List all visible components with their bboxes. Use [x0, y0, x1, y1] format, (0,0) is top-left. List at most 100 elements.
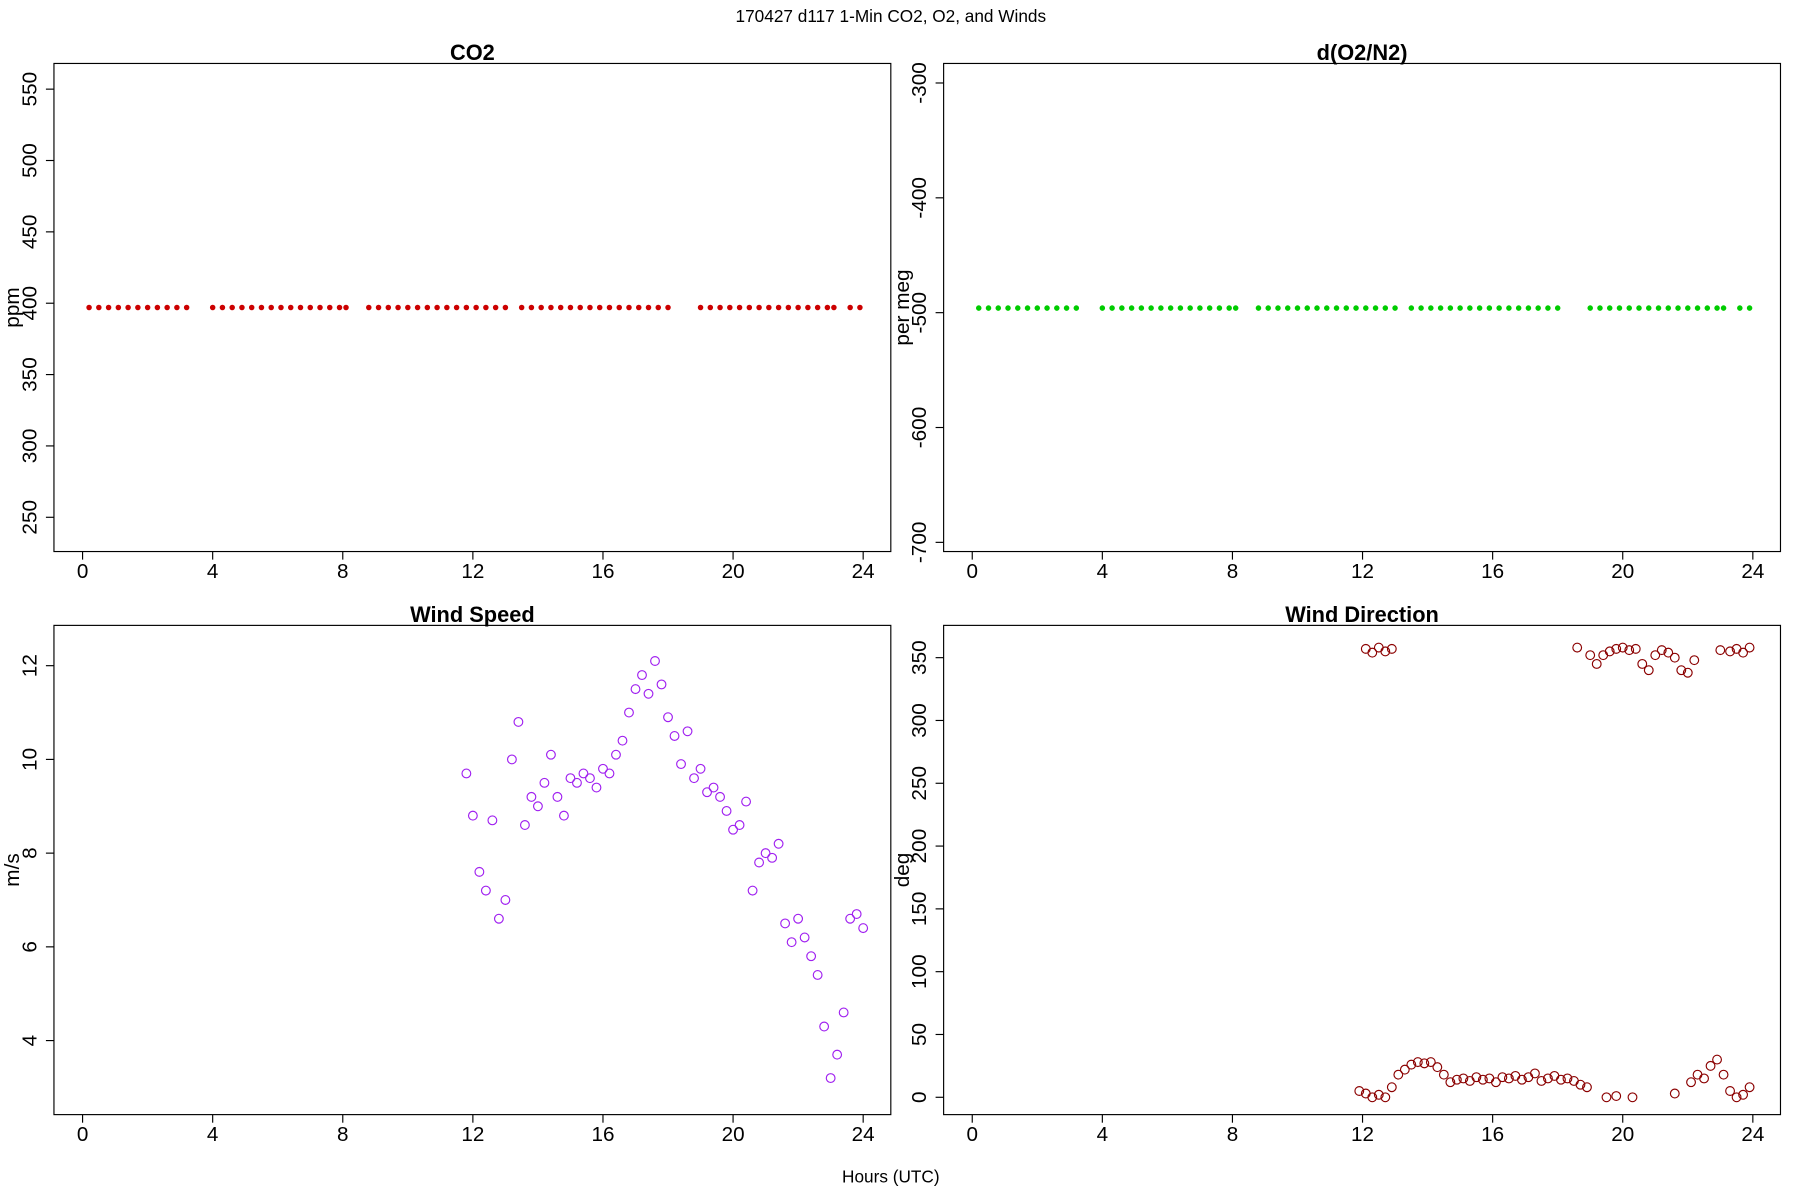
data-point	[1712, 1054, 1722, 1065]
data-point	[1737, 305, 1743, 311]
data-point	[1024, 305, 1031, 311]
x-tick-label: 0	[77, 1123, 88, 1146]
data-point	[637, 670, 647, 681]
data-point	[775, 304, 782, 311]
data-point	[676, 759, 686, 770]
data-point	[518, 304, 525, 311]
x-tick-label: 24	[1741, 1123, 1764, 1146]
data-point	[736, 304, 743, 311]
panel-title: Wind Speed	[410, 602, 535, 627]
data-point	[754, 857, 765, 868]
data-point	[463, 304, 470, 311]
data-point	[728, 824, 739, 835]
data-point	[1656, 645, 1667, 656]
data-point	[1412, 1057, 1423, 1068]
x-tick-label: 8	[1227, 560, 1238, 583]
data-point	[229, 304, 235, 311]
y-axis-label: m/s	[1, 853, 24, 886]
data-point	[1343, 305, 1350, 311]
data-point	[611, 749, 621, 760]
data-point	[598, 763, 608, 774]
data-point	[1177, 305, 1184, 311]
data-point	[1406, 1059, 1417, 1070]
data-point	[424, 304, 431, 311]
data-point	[1445, 1077, 1456, 1088]
data-point	[1650, 650, 1661, 661]
data-point	[258, 304, 265, 311]
data-point	[1333, 305, 1340, 311]
data-point	[1392, 305, 1398, 311]
data-point	[1138, 305, 1145, 311]
data-point	[1314, 305, 1320, 311]
data-point	[727, 304, 733, 311]
data-point	[616, 304, 622, 311]
data-point	[1490, 1077, 1501, 1088]
data-point	[746, 304, 753, 311]
data-point	[268, 304, 274, 311]
x-tick-label: 16	[591, 1123, 614, 1146]
y-tick-label: 500	[18, 143, 41, 178]
data-point	[1669, 1088, 1680, 1099]
y-tick-label: -500	[908, 292, 931, 334]
data-point	[780, 918, 791, 929]
x-tick-label: 12	[461, 1123, 484, 1146]
data-point	[643, 688, 654, 699]
data-point	[492, 304, 499, 311]
data-point	[248, 304, 255, 311]
data-point	[708, 782, 719, 793]
data-point	[606, 304, 613, 311]
data-point	[663, 712, 673, 723]
data-point	[1689, 655, 1700, 666]
data-point	[1044, 305, 1050, 311]
data-point	[500, 895, 511, 905]
data-point	[1128, 305, 1135, 311]
x-tick-label: 12	[461, 560, 484, 583]
data-point	[1744, 1082, 1755, 1093]
x-tick-label: 24	[852, 1123, 875, 1146]
data-point	[1554, 305, 1561, 311]
data-point	[480, 885, 491, 896]
data-point	[1119, 305, 1125, 311]
data-point	[805, 304, 811, 311]
data-point	[405, 304, 411, 311]
x-tick-label: 8	[1227, 1123, 1238, 1146]
data-point	[572, 777, 582, 788]
data-point	[1529, 1068, 1540, 1079]
panel: d(O2/N2) per meg 0 4 8 12 16 20 24 -700 -600 -500 -4…	[891, 40, 1782, 583]
data-point	[1746, 305, 1753, 311]
y-tick-label: 6	[18, 941, 41, 953]
x-tick-label: 0	[967, 560, 978, 583]
data-point	[1675, 305, 1681, 311]
x-tick-label: 24	[852, 560, 875, 583]
data-point	[1572, 642, 1583, 653]
y-tick-label: 50	[908, 1023, 931, 1046]
figure-title: 170427 d117 1-Min CO2, O2, and Winds	[736, 6, 1047, 26]
data-point	[1380, 1092, 1391, 1103]
data-point	[1386, 643, 1397, 654]
data-point	[1226, 305, 1232, 311]
y-tick-label: 250	[18, 500, 41, 535]
data-point	[1015, 305, 1021, 311]
data-point	[1304, 305, 1311, 311]
data-point	[557, 304, 564, 311]
data-point	[786, 937, 797, 948]
data-point	[1034, 305, 1041, 311]
data-point	[1363, 305, 1369, 311]
data-point	[1354, 1086, 1365, 1096]
data-point	[1643, 665, 1654, 676]
data-point	[1467, 305, 1473, 311]
data-point	[1562, 1073, 1573, 1084]
data-point	[532, 801, 543, 812]
data-point	[734, 820, 745, 830]
y-axis-label: ppm	[1, 287, 24, 327]
data-point	[366, 304, 372, 311]
data-point	[502, 304, 509, 311]
data-point	[1738, 1089, 1749, 1100]
data-point	[1536, 1075, 1547, 1086]
data-point	[1073, 305, 1080, 311]
data-point	[858, 923, 869, 934]
data-point	[375, 304, 382, 311]
data-point	[1373, 642, 1384, 653]
